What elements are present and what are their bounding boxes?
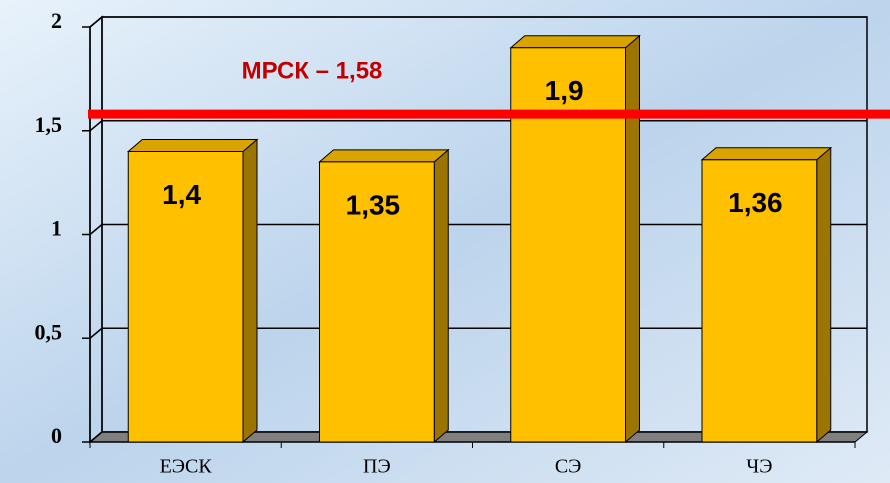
bar-side: [625, 34, 640, 444]
y-tick-label: 2: [51, 8, 62, 33]
y-tick-label: 0,5: [35, 319, 63, 344]
value-label: 1,9: [545, 75, 584, 106]
x-tick-label: ЧЭ: [746, 456, 772, 478]
bar-side: [433, 148, 449, 444]
bar-top: [318, 149, 450, 163]
y-tick-label: 1: [51, 216, 62, 241]
bar-side: [816, 146, 832, 444]
bar: [701, 159, 818, 443]
y-tick-label: 1,5: [35, 112, 63, 137]
bar: [510, 47, 626, 443]
bar: [127, 151, 244, 443]
bar-side: [242, 138, 258, 444]
grid-line: [89, 327, 103, 339]
value-label: 1,4: [162, 179, 201, 210]
grid-line: [89, 223, 103, 236]
reference-label: МРСК – 1,58: [242, 57, 383, 84]
bar-top: [126, 139, 259, 152]
grid-line: [89, 431, 103, 443]
grid-line: [89, 120, 103, 132]
x-tick-label: СЭ: [555, 456, 582, 478]
x-tick-label: ПЭ: [363, 456, 391, 478]
bar-top: [700, 147, 833, 161]
y-tick-label: 0: [51, 423, 62, 448]
bar: [319, 161, 435, 443]
grid-line: [89, 16, 103, 28]
value-label: 1,36: [728, 187, 783, 218]
x-tick-label: ЕЭСК: [160, 456, 213, 478]
bar-top: [509, 35, 641, 49]
value-label: 1,35: [346, 189, 401, 220]
